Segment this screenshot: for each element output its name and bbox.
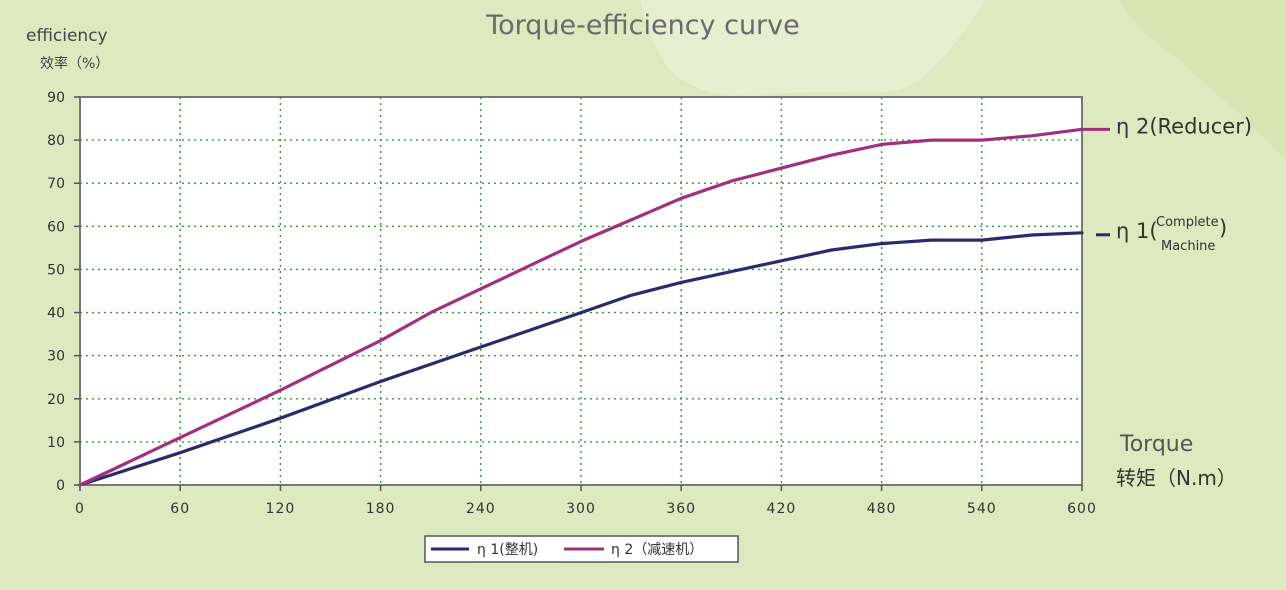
x-tick-label: 240	[466, 501, 496, 517]
y-tick-label: 0	[56, 478, 65, 494]
x-tick-label: 540	[967, 501, 997, 517]
y-tick-label: 60	[47, 219, 65, 235]
x-axis-label-cn: 转矩（N.m）	[1116, 466, 1237, 490]
x-tick-label: 360	[666, 501, 696, 517]
x-tick-label: 300	[566, 501, 596, 517]
x-tick-label: 0	[75, 501, 85, 517]
eta2-end-label: η 2(Reducer)	[1116, 114, 1252, 138]
x-tick-label: 60	[170, 501, 190, 517]
y-tick-label: 10	[47, 435, 65, 451]
legend: η 1(整机) η 2（减速机）	[424, 535, 739, 563]
background-decoration	[640, 0, 1286, 160]
eta1-end-label-complete: Complete	[1156, 215, 1219, 230]
y-tick-label: 80	[47, 133, 65, 149]
x-tick-label: 480	[867, 501, 897, 517]
y-tick-label: 30	[47, 349, 65, 365]
y-axis-label-cn: 效率（%）	[40, 55, 109, 72]
y-tick-label: 50	[47, 262, 65, 278]
y-axis-ticks: 0 10 20 30 40 50 60 70 80 90	[47, 90, 80, 494]
x-tick-label: 600	[1067, 501, 1097, 517]
eta1-end-label-close: )	[1219, 216, 1227, 240]
x-axis-label: Torque	[1119, 432, 1193, 457]
series-lines	[78, 127, 1084, 487]
y-tick-label: 70	[47, 176, 65, 192]
legend-label-eta2: η 2（减速机）	[611, 542, 703, 558]
eta1-end-label-machine: Machine	[1161, 239, 1215, 254]
eta1-end-label: η 1(	[1116, 219, 1158, 243]
y-axis-label: efficiency	[26, 26, 108, 46]
series-line-eta1	[78, 231, 1084, 487]
background-shape	[1120, 0, 1286, 160]
background-shape	[640, 0, 985, 96]
y-tick-label: 20	[47, 392, 65, 408]
x-tick-label: 180	[366, 501, 396, 517]
x-axis-ticks: 0 60 120 180 240 300 360 420 480 540 600	[75, 485, 1097, 517]
series-line-eta2	[78, 127, 1084, 487]
legend-label-eta1: η 1(整机)	[477, 542, 538, 558]
y-tick-label: 40	[47, 306, 65, 322]
chart-title: Torque-efficiency curve	[485, 10, 800, 41]
y-tick-label: 90	[47, 90, 65, 106]
x-tick-label: 120	[266, 501, 296, 517]
x-tick-label: 420	[767, 501, 797, 517]
